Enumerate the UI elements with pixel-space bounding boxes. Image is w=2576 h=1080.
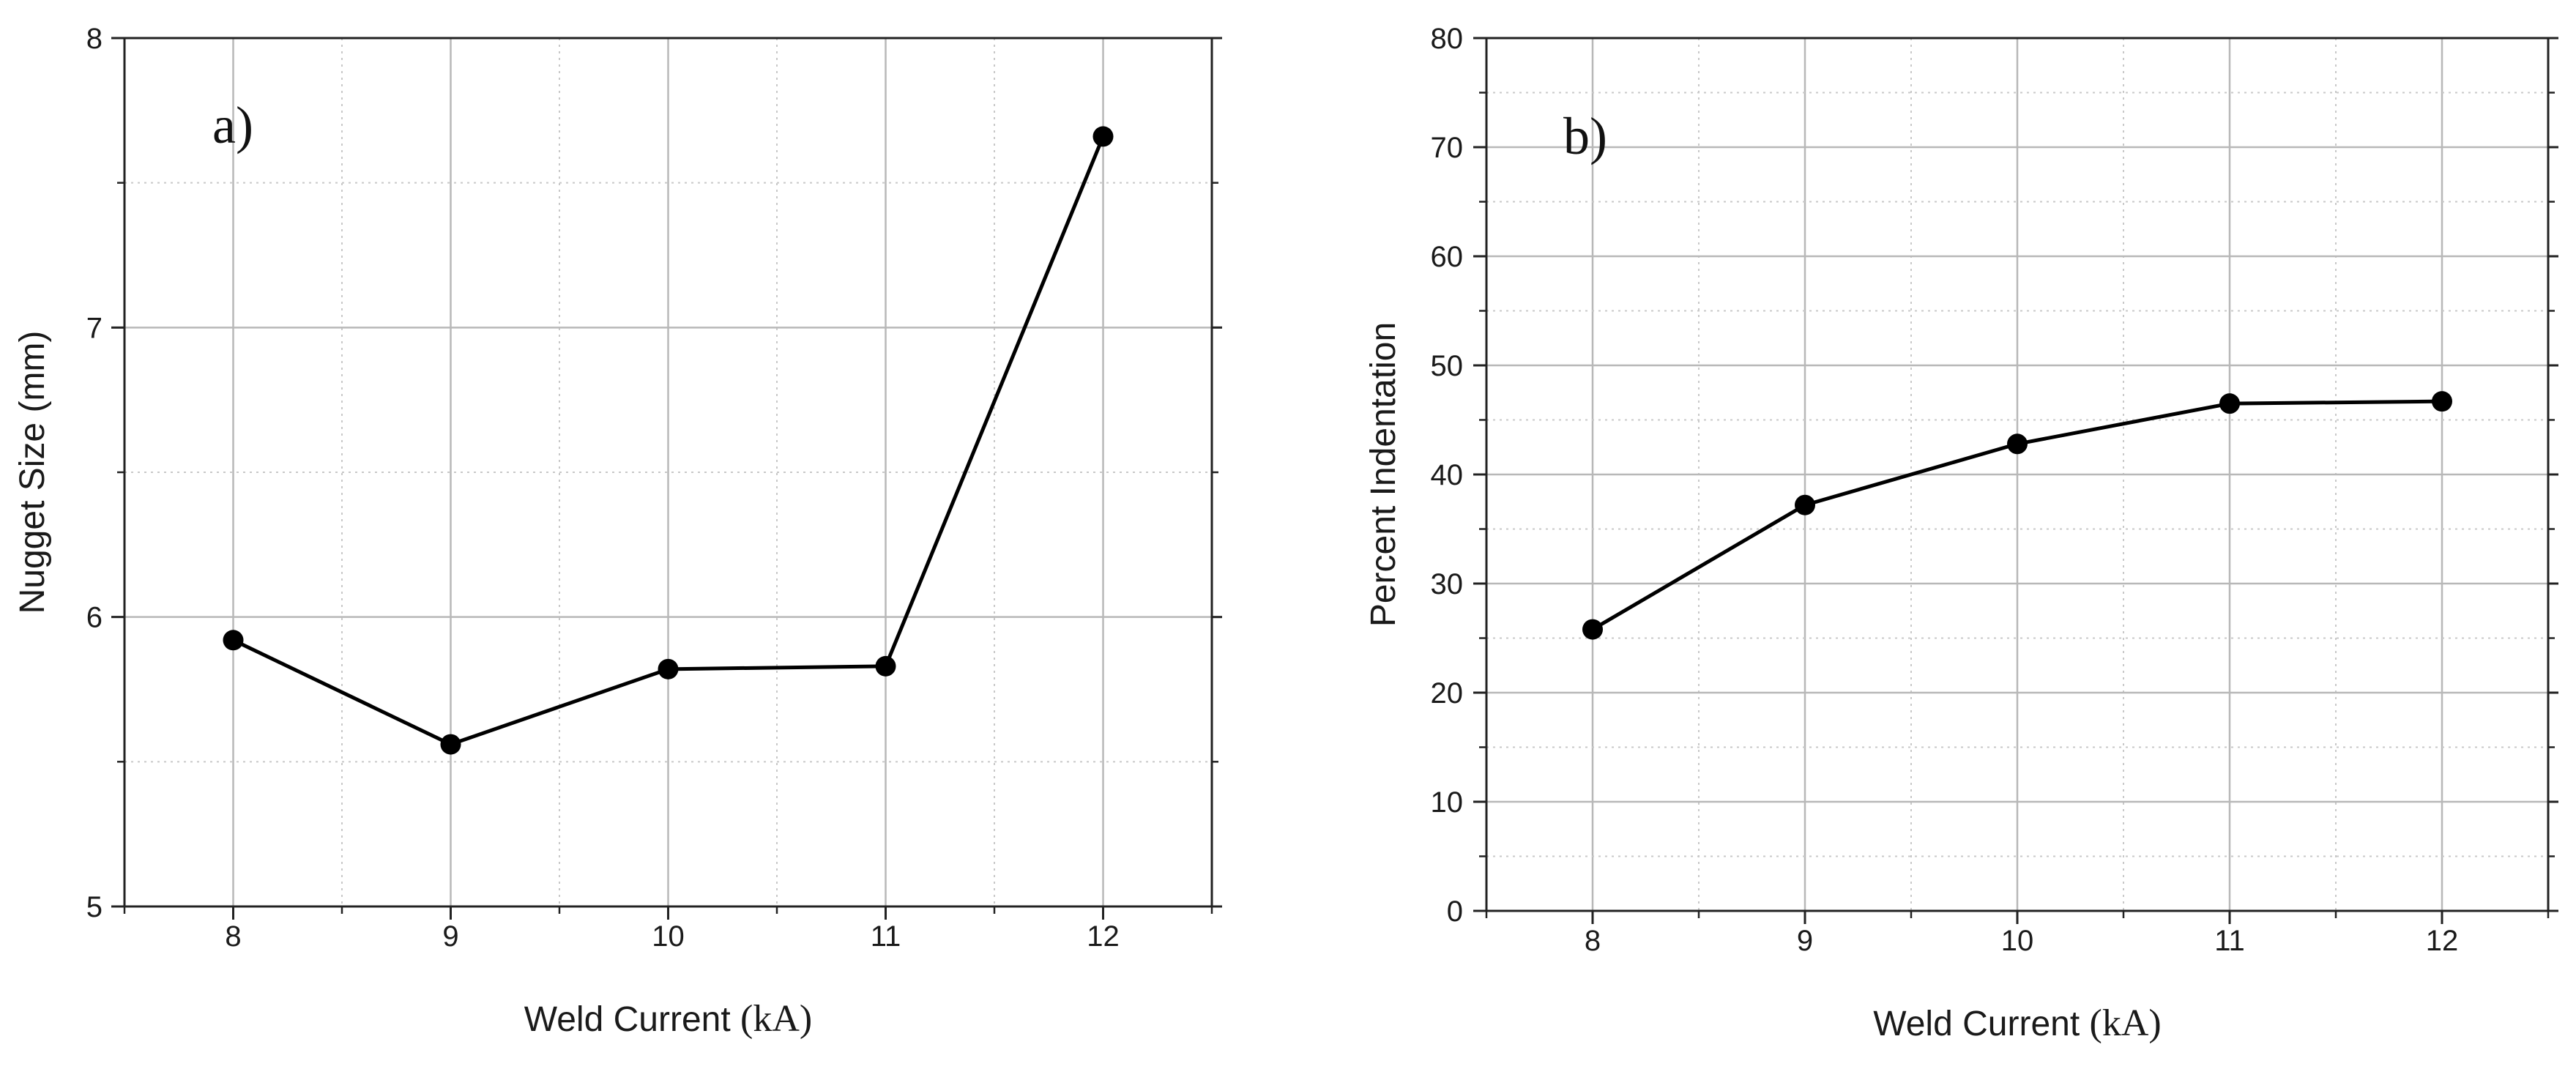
x-tick-label: 9 — [1797, 925, 1813, 957]
x-tick-label: 9 — [442, 920, 458, 953]
data-point — [2219, 393, 2240, 414]
data-point — [223, 630, 244, 651]
x-tick-label: 11 — [871, 920, 901, 953]
chart-panel-b: 0 10 20 30 40 50 60 70 80 8 9 10 11 12 Weld Current (k… — [1364, 23, 2558, 1044]
y-tick-label: 80 — [1431, 23, 1464, 55]
x-axis-title-unit: (kA) — [740, 998, 812, 1040]
y-tick-label: 20 — [1431, 677, 1464, 710]
data-point — [2007, 433, 2028, 455]
y-axis-title: Percent Indentation — [1364, 322, 1403, 627]
data-point — [1795, 494, 1815, 515]
y-tick-label: 0 — [1447, 895, 1463, 928]
data-point — [875, 655, 896, 677]
y-tick-label: 10 — [1431, 786, 1464, 819]
y-tick-label: 40 — [1431, 459, 1464, 491]
y-tick-label: 7 — [86, 312, 103, 344]
x-axis-title-text: Weld Current — [1873, 1005, 2089, 1043]
x-tick-label: 12 — [1087, 920, 1120, 953]
panel-label: b) — [1563, 107, 1607, 165]
x-axis-title-unit: (kA) — [2090, 1002, 2162, 1044]
x-tick-label: 12 — [2426, 925, 2459, 957]
chart-panel-a: 5 6 7 8 8 9 10 11 12 Weld Current (kA) Nugget Size… — [13, 23, 1222, 1040]
data-point — [2432, 391, 2452, 412]
x-tick-label: 11 — [2214, 925, 2245, 957]
y-tick-label: 60 — [1431, 241, 1464, 273]
x-tick-label: 10 — [2001, 925, 2034, 957]
y-tick-label: 8 — [86, 23, 103, 55]
x-axis-title: Weld Current (kA) — [1873, 1002, 2161, 1044]
data-point — [440, 734, 461, 755]
y-tick-label: 30 — [1431, 568, 1464, 600]
y-tick-label: 5 — [86, 891, 103, 923]
x-tick-label: 8 — [225, 920, 241, 953]
x-tick-label: 10 — [652, 920, 685, 953]
y-tick-label: 50 — [1431, 350, 1464, 382]
y-axis-title: Nugget Size (mm) — [13, 331, 52, 614]
data-point — [1582, 619, 1603, 640]
y-tick-label: 6 — [86, 602, 103, 634]
x-axis-title-text: Weld Current — [524, 1000, 740, 1039]
x-axis-title: Weld Current (kA) — [524, 998, 812, 1040]
y-tick-label: 70 — [1431, 132, 1464, 164]
x-tick-label: 8 — [1585, 925, 1601, 957]
data-point — [658, 658, 679, 679]
data-point — [1092, 126, 1114, 147]
panel-label: a) — [212, 96, 253, 154]
